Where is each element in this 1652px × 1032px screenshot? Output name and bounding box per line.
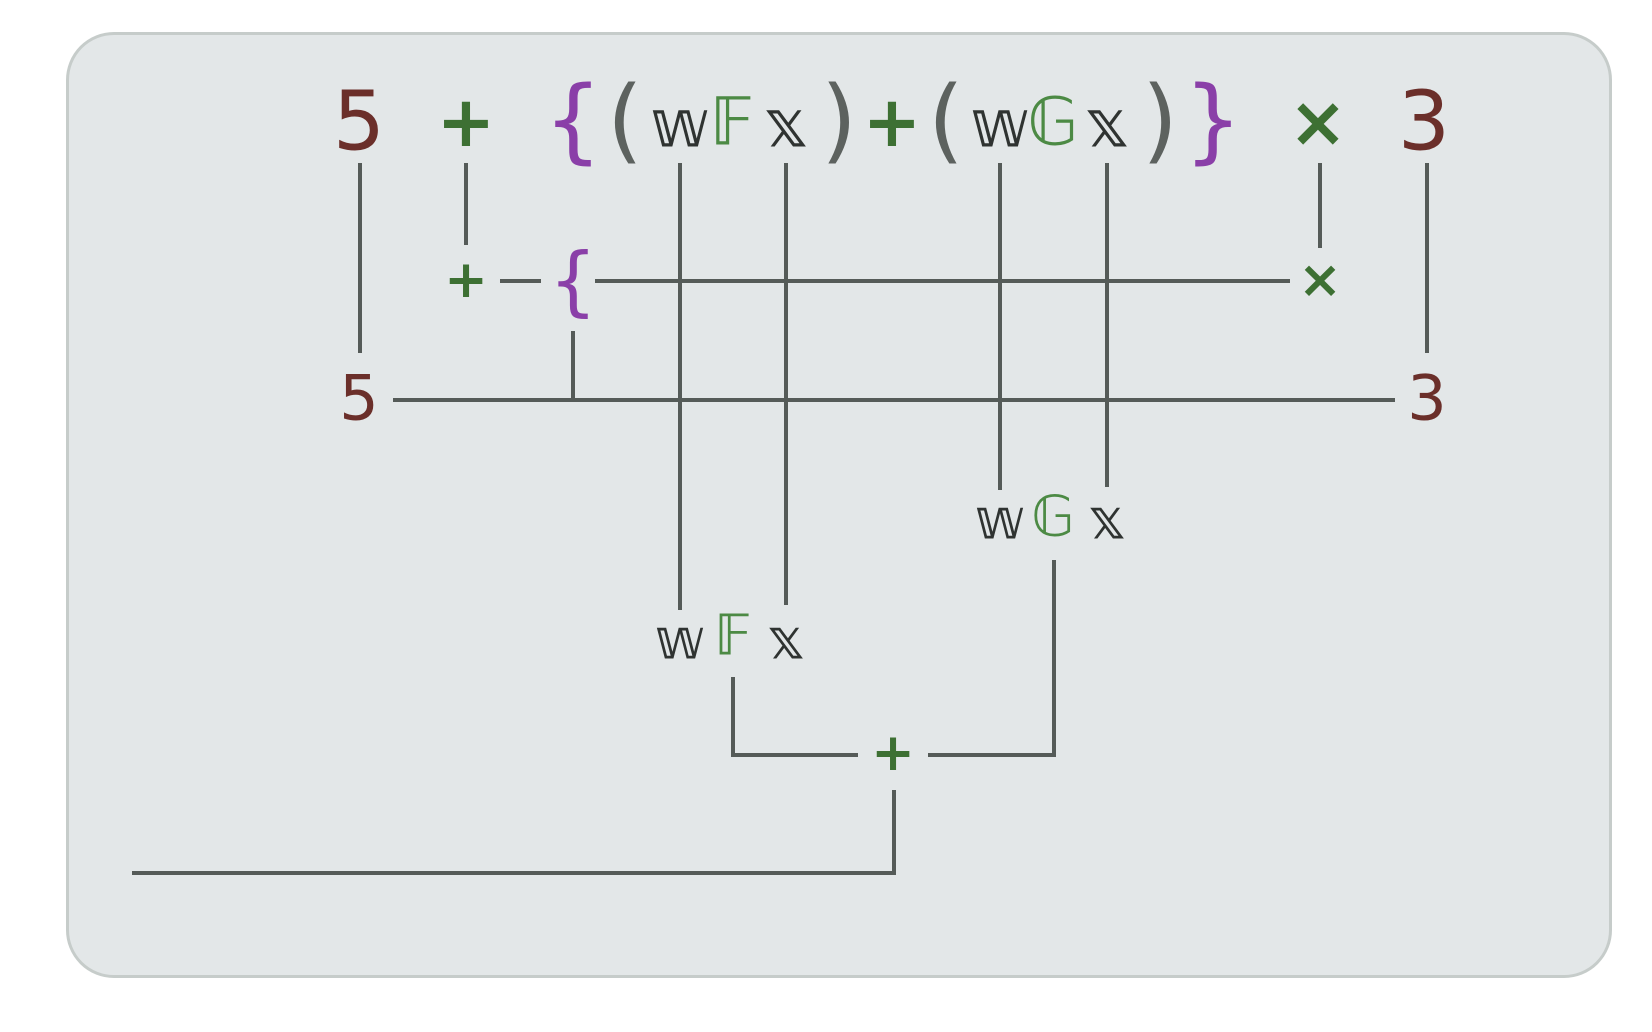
g-train-g: 𝔾 [1031, 485, 1074, 550]
expr-f-1: 𝔽 [710, 84, 754, 161]
expr-w-2: 𝕨 [970, 86, 1030, 163]
expr-left-paren-1: ( [607, 67, 643, 174]
expr-left-paren-2: ( [928, 67, 964, 174]
expr-plus: + [437, 81, 496, 163]
top-expression: 5 + { ( 𝕨 𝔽 𝕩 ) + ( 𝕨 𝔾 𝕩 ) } × 3 [333, 67, 1450, 174]
level1-row: + { × [444, 236, 1342, 325]
level2-three: 3 [1407, 362, 1446, 435]
expr-right-paren-1: ) [821, 67, 857, 174]
expr-right-paren-2: ) [1142, 67, 1178, 174]
expr-x-1: 𝕩 [764, 86, 809, 163]
level2-row: 5 3 [339, 362, 1446, 435]
expr-three: 3 [1398, 75, 1450, 170]
expr-plus-mid: + [863, 81, 922, 163]
f-train-node: 𝕨 𝔽 𝕩 [655, 604, 805, 673]
expr-five: 5 [333, 75, 385, 170]
g-train-x: 𝕩 [1088, 488, 1126, 553]
f-train-w: 𝕨 [655, 608, 706, 673]
g-train-w: 𝕨 [975, 488, 1026, 553]
connector-f-combine [731, 677, 858, 757]
level1-times: × [1298, 250, 1342, 310]
expr-x-2: 𝕩 [1085, 86, 1130, 163]
connector-output [132, 790, 896, 875]
expr-g-1: 𝔾 [1027, 84, 1078, 161]
f-train-x: 𝕩 [767, 608, 805, 673]
connector-g-combine [928, 560, 1056, 757]
expr-times: × [1289, 81, 1348, 163]
level2-five: 5 [339, 362, 378, 435]
combine-plus: + [871, 723, 915, 783]
expr-left-brace: { [544, 67, 603, 174]
diagram-panel [66, 32, 1612, 978]
level1-left-brace: { [549, 236, 597, 325]
expr-w-1: 𝕨 [650, 86, 710, 163]
g-train-node: 𝕨 𝔾 𝕩 [975, 485, 1126, 553]
f-train-f: 𝔽 [714, 604, 752, 669]
level1-plus: + [444, 250, 488, 310]
connector-lines [132, 163, 1429, 875]
expr-right-brace: } [1184, 67, 1243, 174]
